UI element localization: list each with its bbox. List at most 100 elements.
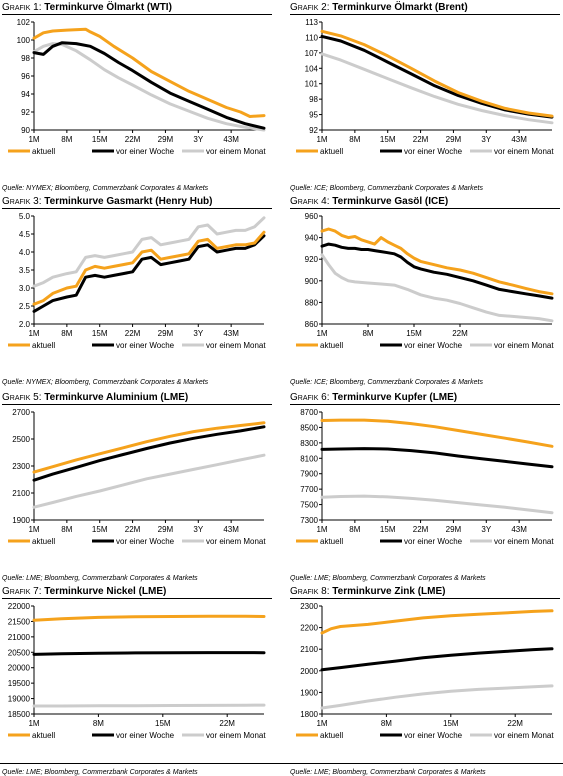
x-tick-label: 3Y bbox=[193, 525, 203, 534]
legend-label-monat: vor einem Monat bbox=[494, 537, 554, 546]
chart-svg: 92 95 98 101 104 107 110 113 1M 8M 15M 22M 29M 3Y 43M a… bbox=[296, 18, 554, 156]
x-tick-label: 15M bbox=[406, 329, 422, 338]
x-tick-label: 8M bbox=[381, 719, 392, 728]
chart-svg: 18500 19000 19500 20000 20500 21000 21500 22000… bbox=[8, 602, 267, 740]
x-tick-label: 29M bbox=[446, 135, 462, 144]
series-line-aktuell bbox=[32, 27, 266, 118]
series-line-monat bbox=[320, 52, 554, 125]
x-tick-label: 1M bbox=[28, 135, 39, 144]
x-tick-label: 8M bbox=[349, 135, 360, 144]
x-tick-label: 43M bbox=[511, 525, 527, 534]
x-tick-label: 1M bbox=[28, 719, 39, 728]
legend-label-woche: vor einer Woche bbox=[404, 731, 463, 740]
legend-label-aktuell: aktuell bbox=[32, 147, 55, 156]
chart-source: Quelle: ICE; Bloomberg, Commerzbank Corp… bbox=[290, 379, 483, 386]
y-tick-label: 7900 bbox=[300, 470, 318, 479]
x-tick-label: 1M bbox=[316, 719, 327, 728]
x-tick-label: 29M bbox=[158, 329, 174, 338]
x-tick-label: 3Y bbox=[193, 329, 203, 338]
y-tick-label: 5.0 bbox=[19, 212, 31, 221]
y-tick-label: 2.5 bbox=[19, 302, 31, 311]
chart-title: Grafik 1: Terminkurve Ölmarkt (WTI) bbox=[2, 2, 172, 13]
series-line-woche bbox=[320, 647, 554, 672]
series-line-monat bbox=[32, 703, 266, 708]
series-line-aktuell bbox=[320, 227, 554, 296]
y-tick-label: 960 bbox=[305, 212, 319, 221]
y-tick-label: 1900 bbox=[12, 516, 30, 525]
series-line-aktuell bbox=[320, 609, 554, 635]
chart-title: Grafik 8: Terminkurve Zink (LME) bbox=[290, 586, 445, 597]
y-tick-label: 3.5 bbox=[19, 266, 31, 275]
y-tick-label: 101 bbox=[305, 80, 319, 89]
legend-label-monat: vor einem Monat bbox=[206, 147, 266, 156]
x-tick-label: 8M bbox=[61, 329, 72, 338]
chart-source: Quelle: ICE; Bloomberg, Commerzbank Corp… bbox=[290, 185, 483, 192]
y-tick-label: 94 bbox=[21, 90, 30, 99]
chart-number: Grafik 6: bbox=[290, 392, 330, 403]
series-line-monat bbox=[32, 453, 266, 509]
x-tick-label: 43M bbox=[223, 525, 239, 534]
y-tick-label: 18500 bbox=[8, 710, 31, 719]
y-tick-label: 98 bbox=[309, 95, 318, 104]
x-tick-label: 22M bbox=[219, 719, 235, 728]
x-tick-label: 43M bbox=[223, 135, 239, 144]
chart-number: Grafik 1: bbox=[2, 2, 42, 13]
legend-label-monat: vor einem Monat bbox=[494, 341, 554, 350]
y-tick-label: 20000 bbox=[8, 664, 31, 673]
x-tick-label: 43M bbox=[223, 329, 239, 338]
chart-panel-5: Grafik 5: Terminkurve Aluminium (LME) 190… bbox=[2, 392, 272, 582]
y-tick-label: 2700 bbox=[12, 408, 30, 417]
x-tick-label: 15M bbox=[380, 135, 396, 144]
x-tick-label: 22M bbox=[507, 719, 523, 728]
chart-title: Grafik 5: Terminkurve Aluminium (LME) bbox=[2, 392, 188, 403]
chart-title: Grafik 4: Terminkurve Gasöl (ICE) bbox=[290, 196, 448, 207]
x-tick-label: 3Y bbox=[193, 135, 203, 144]
chart-svg: 1900 2100 2300 2500 2700 1M 8M 15M 22M 29M 3Y 43M ak… bbox=[8, 408, 266, 546]
chart-number: Grafik 2: bbox=[290, 2, 330, 13]
chart-source: Quelle: NYMEX; Bloomberg, Commerzbank Co… bbox=[2, 185, 209, 192]
legend-label-monat: vor einem Monat bbox=[206, 731, 266, 740]
y-tick-label: 4.5 bbox=[19, 230, 31, 239]
y-tick-label: 1900 bbox=[300, 688, 318, 697]
y-tick-label: 2300 bbox=[300, 602, 318, 611]
y-tick-label: 900 bbox=[305, 277, 319, 286]
chart-title: Grafik 7: Terminkurve Nickel (LME) bbox=[2, 586, 166, 597]
x-tick-label: 8M bbox=[349, 525, 360, 534]
y-tick-label: 20500 bbox=[8, 648, 31, 657]
series-line-monat bbox=[320, 684, 554, 710]
chart-panel-3: Grafik 3: Terminkurve Gasmarkt (Henry Hu… bbox=[2, 196, 272, 386]
y-tick-label: 21500 bbox=[8, 617, 31, 626]
legend-label-woche: vor einer Woche bbox=[404, 147, 463, 156]
bottom-rule bbox=[0, 763, 563, 764]
chart-number: Grafik 3: bbox=[2, 196, 42, 207]
y-tick-label: 1800 bbox=[300, 710, 318, 719]
y-tick-label: 19500 bbox=[8, 679, 31, 688]
x-tick-label: 22M bbox=[125, 329, 141, 338]
chart-title-text: Terminkurve Kupfer (LME) bbox=[332, 392, 458, 403]
y-tick-label: 100 bbox=[17, 36, 31, 45]
chart-panel-2: Grafik 2: Terminkurve Ölmarkt (Brent) 92 9… bbox=[290, 2, 560, 192]
x-tick-label: 3Y bbox=[481, 525, 491, 534]
chart-panel-7: Grafik 7: Terminkurve Nickel (LME) 18500 1… bbox=[2, 586, 272, 776]
chart-svg: 90 92 94 96 98 100 102 1M 8M 15M 22M 29M 3Y 43M aktuel… bbox=[8, 18, 266, 156]
y-tick-label: 95 bbox=[309, 111, 318, 120]
series-line-aktuell bbox=[320, 418, 554, 448]
y-tick-label: 7700 bbox=[300, 485, 318, 494]
y-tick-label: 2200 bbox=[300, 624, 318, 633]
title-rule bbox=[2, 14, 272, 15]
x-tick-label: 1M bbox=[28, 329, 39, 338]
legend-label-monat: vor einem Monat bbox=[206, 341, 266, 350]
y-tick-label: 940 bbox=[305, 234, 319, 243]
x-tick-label: 1M bbox=[316, 525, 327, 534]
y-tick-label: 2100 bbox=[12, 489, 30, 498]
series-line-woche bbox=[32, 425, 266, 482]
y-tick-label: 2500 bbox=[12, 435, 30, 444]
y-tick-label: 98 bbox=[21, 54, 30, 63]
legend-label-woche: vor einer Woche bbox=[116, 341, 175, 350]
y-tick-label: 110 bbox=[305, 33, 318, 42]
y-tick-label: 4.0 bbox=[19, 248, 31, 257]
y-tick-label: 96 bbox=[21, 72, 30, 81]
chart-source: Quelle: NYMEX; Bloomberg, Commerzbank Co… bbox=[2, 379, 209, 386]
chart-source: Quelle: LME; Bloomberg, Commerzbank Corp… bbox=[290, 575, 486, 582]
x-tick-label: 8M bbox=[362, 329, 373, 338]
